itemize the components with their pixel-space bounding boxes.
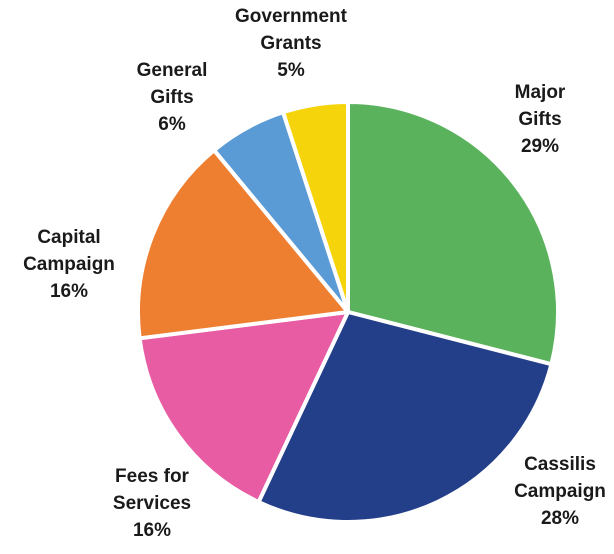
pie-slice-major-gifts [346, 100, 560, 367]
slice-label-major-gifts: Major Gifts 29% [515, 82, 566, 157]
slice-percent-government-grants: 5% [277, 60, 305, 81]
pie-slice-cassilis-campaign [256, 310, 554, 524]
slice-name-line-capital-campaign: Campaign [23, 254, 115, 275]
pie-labels: Major Gifts 29% Cassilis Campaign 28% Fees for… [23, 6, 606, 541]
slice-name-line-fees-for-services: Fees for [115, 466, 190, 487]
slice-label-general-gifts: General Gifts 6% [137, 60, 208, 135]
slice-name-line-capital-campaign: Capital [37, 227, 100, 248]
slice-percent-major-gifts: 29% [521, 136, 559, 157]
slice-name-line-government-grants: Government [235, 6, 348, 27]
slice-name-line-cassilis-campaign: Cassilis [524, 454, 596, 475]
slice-name-line-major-gifts: Major [515, 82, 566, 103]
slice-name-line-general-gifts: General [137, 60, 208, 81]
slice-label-fees-for-services: Fees for Services 16% [113, 466, 191, 541]
slice-name-line-government-grants: Grants [260, 33, 321, 54]
slice-label-government-grants: Government Grants 5% [235, 6, 348, 81]
pie-slices [136, 100, 560, 524]
slice-label-capital-campaign: Capital Campaign 16% [23, 227, 115, 302]
slice-name-line-major-gifts: Gifts [518, 109, 561, 130]
pie-slice-capital-campaign [136, 148, 350, 341]
slice-percent-general-gifts: 6% [158, 114, 186, 135]
pie-slice-government-grants [281, 100, 350, 314]
slice-percent-fees-for-services: 16% [133, 520, 171, 541]
slice-name-line-fees-for-services: Services [113, 493, 191, 514]
slice-name-line-cassilis-campaign: Campaign [514, 481, 606, 502]
pie-slice-fees-for-services [137, 310, 350, 505]
slice-label-cassilis-campaign: Cassilis Campaign 28% [514, 454, 606, 529]
slice-percent-cassilis-campaign: 28% [541, 508, 579, 529]
slice-name-line-general-gifts: Gifts [150, 87, 193, 108]
slice-percent-capital-campaign: 16% [50, 281, 88, 302]
